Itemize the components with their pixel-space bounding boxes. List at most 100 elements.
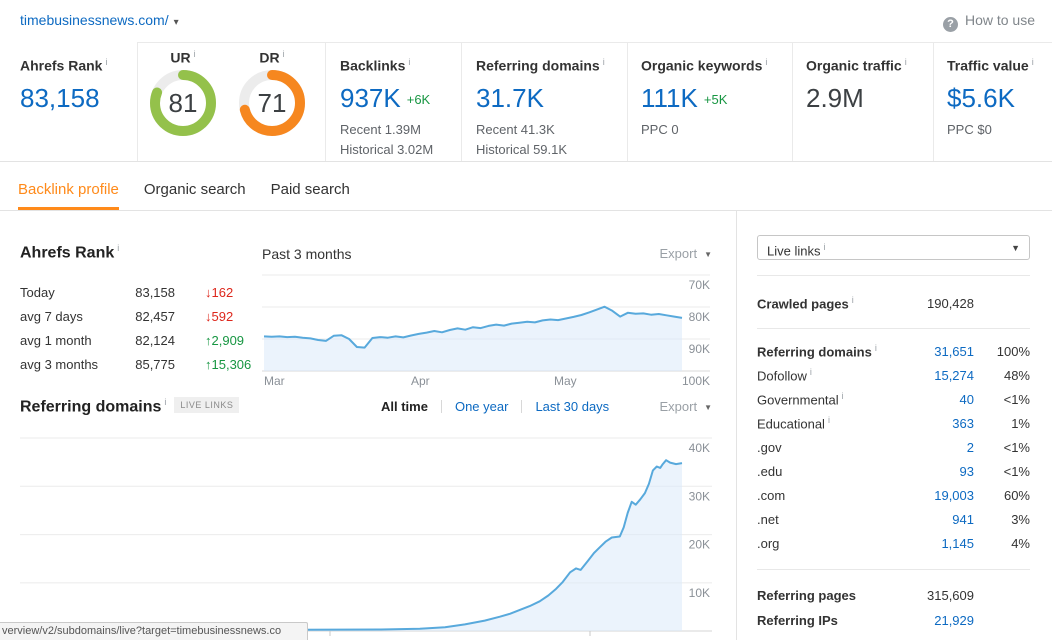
metric-label: Traffic value: [947, 57, 1029, 74]
refdomains-export-button[interactable]: Export: [640, 399, 712, 414]
live-links-select-value: Live links: [767, 243, 821, 259]
stat-percent: 1%: [1011, 415, 1030, 431]
filter-one-year[interactable]: One year: [454, 399, 509, 414]
x-axis-label: Mar: [264, 374, 285, 388]
y-axis-label: 40K: [689, 441, 710, 455]
filter-all-time[interactable]: All time: [381, 399, 428, 414]
table-row: .edu 93 <1%: [757, 459, 1030, 483]
y-axis-label: 30K: [689, 489, 710, 503]
stat-label: Referring domains: [757, 343, 902, 359]
ur-value: 81: [169, 88, 198, 118]
stat-value: 82,124: [135, 332, 175, 348]
stat-label: .gov: [757, 439, 782, 455]
stat-value: 85,775: [135, 356, 175, 372]
info-icon[interactable]: [828, 415, 830, 425]
info-icon[interactable]: [105, 57, 107, 67]
info-icon[interactable]: [765, 57, 767, 67]
info-icon[interactable]: [408, 57, 410, 67]
chevron-down-icon: [697, 246, 712, 261]
historical-value: Historical 3.02M: [340, 141, 434, 157]
info-icon[interactable]: [194, 49, 196, 59]
stat-value[interactable]: 363: [952, 415, 974, 431]
y-axis-label: 70K: [689, 278, 710, 292]
info-icon[interactable]: [875, 343, 877, 353]
stat-value[interactable]: 31,651: [934, 343, 974, 359]
table-row: .gov 2 <1%: [757, 435, 1030, 459]
info-icon[interactable]: [1032, 57, 1034, 67]
table-row: Educational 363 1%: [757, 411, 1030, 435]
chevron-down-icon: [169, 12, 179, 28]
stat-delta: ↓162: [205, 284, 234, 300]
stat-delta: ↑15,306: [205, 356, 252, 372]
info-icon[interactable]: [283, 49, 285, 59]
metric-value[interactable]: 111K: [641, 82, 698, 113]
divider: [461, 42, 462, 161]
stat-value[interactable]: 21,929: [934, 612, 974, 628]
info-icon[interactable]: [810, 367, 812, 377]
stat-label: avg 3 months: [20, 356, 99, 372]
info-icon: [823, 242, 825, 252]
time-range-filter: All time One year Last 30 days: [381, 399, 609, 414]
help-icon: ?: [942, 17, 958, 32]
metric-value[interactable]: 937K: [340, 82, 401, 113]
y-axis-label: 90K: [689, 342, 710, 356]
rank-chart-period: Past 3 months: [262, 246, 352, 262]
stat-percent: 48%: [1003, 367, 1030, 383]
divider: [757, 275, 1030, 276]
rank-stats-table: Today 83,158 ↓162 avg 7 days 82,457 ↓592…: [20, 280, 260, 376]
filter-last-30-days[interactable]: Last 30 days: [535, 399, 610, 414]
stat-value[interactable]: 93: [959, 463, 974, 479]
referring-pages-row: Referring pages 315,609: [757, 583, 1030, 607]
info-icon[interactable]: [905, 57, 907, 67]
metric-label: Backlinks: [340, 57, 406, 74]
metric-label: Organic traffic: [806, 57, 902, 74]
live-links-badge: LIVE LINKS: [174, 397, 240, 414]
stat-value[interactable]: 2: [966, 439, 974, 455]
stat-value: 82,457: [135, 308, 175, 324]
stat-value[interactable]: 40: [959, 391, 974, 407]
stat-value[interactable]: 1,145: [941, 535, 974, 551]
how-to-use-link[interactable]: ? How to use: [942, 12, 1035, 32]
rank-trend-plot: 70K 80K 90K 100K Mar Apr May: [262, 274, 710, 388]
area-fill: [20, 460, 682, 631]
stat-percent: <1%: [1003, 463, 1030, 479]
stat-label: Educational: [757, 415, 902, 431]
table-row: avg 1 month 82,124 ↑2,909: [20, 328, 260, 352]
tab-paid-search[interactable]: Paid search: [270, 181, 350, 198]
tab-backlink-profile[interactable]: Backlink profile: [18, 170, 119, 210]
metric-delta: +5K: [703, 91, 728, 107]
metrics-bottom-border: [0, 161, 1052, 162]
y-axis-label: 20K: [689, 538, 710, 552]
stat-value[interactable]: 15,274: [934, 367, 974, 383]
info-icon[interactable]: [164, 397, 166, 407]
domain-selector[interactable]: timebusinessnews.com/: [20, 12, 179, 28]
stat-percent: <1%: [1003, 439, 1030, 455]
metric-organic-traffic: Organic traffic 2.9M: [806, 57, 907, 114]
dr-value: 71: [258, 88, 287, 118]
trend-line: [263, 305, 683, 349]
info-icon[interactable]: [852, 295, 854, 305]
stat-delta: ↓592: [205, 308, 234, 324]
stat-label: avg 7 days: [20, 308, 83, 324]
x-axis-label: Apr: [411, 374, 430, 388]
metric-label: Ahrefs Rank: [20, 57, 103, 74]
divider: [757, 569, 1030, 570]
metric-value: 2.9M: [806, 82, 864, 113]
stat-value[interactable]: 941: [952, 511, 974, 527]
info-icon[interactable]: [842, 391, 844, 401]
tab-organic-search[interactable]: Organic search: [143, 181, 246, 198]
stat-label: Governmental: [757, 391, 902, 407]
stat-label: Referring pages: [757, 587, 856, 603]
domain-text: timebusinessnews.com/: [20, 12, 169, 28]
info-icon[interactable]: [117, 243, 119, 253]
info-icon[interactable]: [603, 57, 605, 67]
stat-label: .net: [757, 511, 779, 527]
metric-value[interactable]: 31.7K: [476, 82, 544, 113]
chevron-down-icon: [697, 399, 712, 414]
refdomains-growth-plot: 40K 30K 20K 10K: [20, 437, 712, 636]
metric-value[interactable]: $5.6K: [947, 82, 1015, 113]
rank-chart-export-button[interactable]: Export: [640, 246, 712, 261]
stat-value[interactable]: 19,003: [934, 487, 974, 503]
browser-status-url: verview/v2/subdomains/live?target=timebu…: [0, 622, 308, 640]
live-links-select[interactable]: Live links ▼: [757, 235, 1030, 260]
